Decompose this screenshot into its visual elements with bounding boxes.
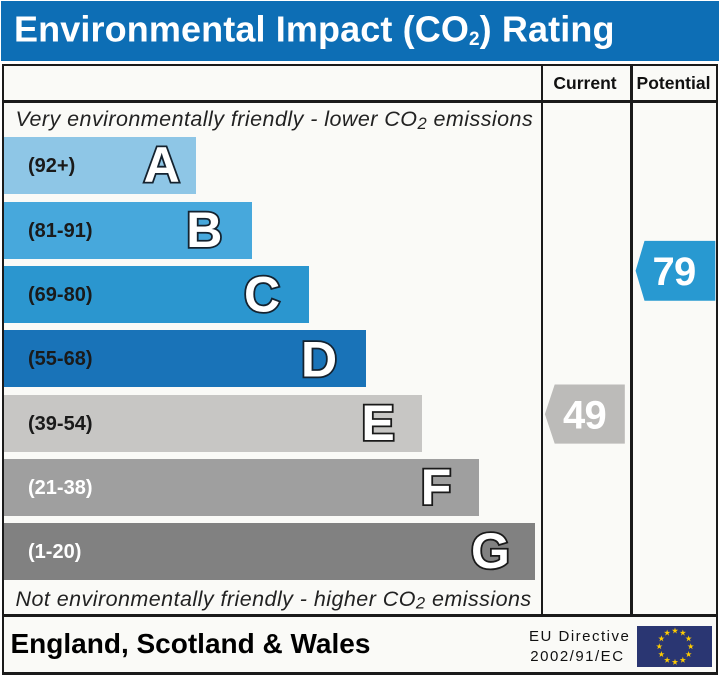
svg-text:Not environmentally friendly -: Not environmentally friendly - higher CO… xyxy=(16,587,532,613)
svg-text:Environmental Impact (CO2) Rat: Environmental Impact (CO2) Rating xyxy=(14,9,615,50)
svg-text:(69-80): (69-80) xyxy=(28,284,92,306)
svg-text:79: 79 xyxy=(653,250,696,294)
svg-text:49: 49 xyxy=(563,394,606,438)
svg-text:E: E xyxy=(361,395,394,451)
svg-text:Current: Current xyxy=(553,73,616,93)
svg-text:D: D xyxy=(301,332,337,388)
svg-text:England, Scotland & Wales: England, Scotland & Wales xyxy=(11,628,371,659)
svg-text:(55-68): (55-68) xyxy=(28,348,92,370)
svg-text:EU Directive: EU Directive xyxy=(529,628,630,645)
svg-text:C: C xyxy=(244,267,280,323)
svg-text:2002/91/EC: 2002/91/EC xyxy=(530,648,624,665)
svg-text:(1-20): (1-20) xyxy=(28,541,81,563)
svg-text:(92+): (92+) xyxy=(28,155,75,177)
svg-text:(21-38): (21-38) xyxy=(28,477,92,499)
svg-text:(39-54): (39-54) xyxy=(28,413,92,435)
svg-text:(81-91): (81-91) xyxy=(28,220,92,242)
svg-text:Very environmentally friendly: Very environmentally friendly - lower CO… xyxy=(16,107,534,133)
svg-text:Potential: Potential xyxy=(637,73,711,93)
svg-text:F: F xyxy=(421,459,452,515)
svg-text:A: A xyxy=(144,137,180,193)
svg-text:B: B xyxy=(186,202,222,258)
svg-text:G: G xyxy=(471,523,510,579)
